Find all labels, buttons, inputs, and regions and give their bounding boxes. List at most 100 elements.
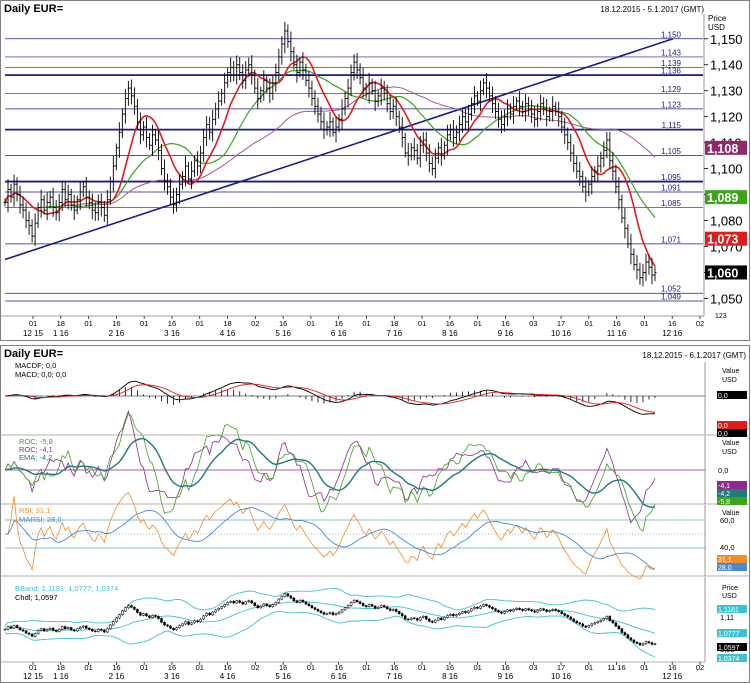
bband-candle[interactable]: [115, 616, 118, 623]
bband-candle[interactable]: [274, 601, 278, 606]
ohlc-bar[interactable]: [403, 132, 407, 158]
bband-candle[interactable]: [66, 626, 70, 630]
bband-candle[interactable]: [419, 616, 422, 622]
ohlc-bar[interactable]: [135, 98, 139, 130]
bband-candle[interactable]: [295, 599, 299, 604]
bband-candle[interactable]: [78, 626, 82, 630]
ohlc-bar[interactable]: [331, 117, 335, 137]
bband-candle[interactable]: [557, 609, 560, 613]
bband-candle[interactable]: [572, 618, 575, 623]
bband-candle[interactable]: [211, 611, 214, 616]
ohlc-bar[interactable]: [506, 99, 510, 127]
ohlc-bar[interactable]: [539, 94, 543, 121]
bband-candle[interactable]: [440, 616, 443, 621]
bband-candle[interactable]: [319, 609, 323, 614]
ohlc-bar[interactable]: [48, 191, 52, 209]
ohlc-bar[interactable]: [226, 67, 230, 88]
bband-candle[interactable]: [142, 612, 145, 617]
bband-candle[interactable]: [109, 623, 112, 630]
bband-candle[interactable]: [608, 615, 612, 622]
bband-candle[interactable]: [605, 615, 609, 620]
bband-candle[interactable]: [452, 613, 455, 617]
ohlc-bar[interactable]: [566, 127, 570, 151]
bband-candle[interactable]: [449, 613, 452, 617]
roc-subpanel[interactable]: ROC; -5,8 ROC; -4,1 EMA; -4,2 Value USD …: [0, 409, 750, 532]
ohlc-bar[interactable]: [295, 54, 299, 83]
ohlc-bar[interactable]: [153, 129, 157, 146]
bband-lower-line[interactable]: [4, 610, 656, 658]
bband-candle[interactable]: [527, 607, 530, 611]
ohlc-bar[interactable]: [238, 57, 242, 81]
ohlc-bar[interactable]: [518, 90, 522, 117]
bband-candle[interactable]: [100, 628, 103, 632]
ohlc-bar[interactable]: [262, 70, 266, 101]
bband-candle[interactable]: [467, 609, 470, 614]
bband-candle[interactable]: [244, 600, 247, 606]
bband-candle[interactable]: [518, 607, 521, 611]
ohlc-bar[interactable]: [42, 195, 46, 215]
ohlc-bar[interactable]: [376, 90, 380, 107]
bband-candle[interactable]: [629, 636, 633, 642]
ohlc-bar[interactable]: [370, 78, 374, 95]
ohlc-bar[interactable]: [337, 114, 341, 133]
bband-candle[interactable]: [611, 619, 615, 624]
ohlc-bar[interactable]: [256, 78, 260, 109]
bband-candle[interactable]: [482, 603, 485, 608]
rsi-subpanel[interactable]: RSI; 31,1 MARSI; 28,0 Value 60,0 40,0 31,1…: [0, 491, 750, 580]
bband-candle[interactable]: [434, 619, 437, 624]
ohlc-bar[interactable]: [241, 64, 245, 89]
ohlc-bar[interactable]: [442, 141, 446, 160]
ohlc-bar[interactable]: [319, 106, 323, 130]
ohlc-bar[interactable]: [385, 84, 389, 113]
bband-candle[interactable]: [458, 612, 461, 616]
bband-candle[interactable]: [130, 604, 133, 609]
roc-green-line[interactable]: [4, 412, 656, 532]
ohlc-bar[interactable]: [277, 48, 281, 81]
ohlc-bar[interactable]: [184, 155, 188, 187]
bband-candle[interactable]: [521, 608, 524, 612]
ohlc-bar[interactable]: [647, 254, 651, 275]
bband-candle[interactable]: [94, 629, 97, 633]
ohlc-bar[interactable]: [150, 124, 154, 156]
bband-candle[interactable]: [75, 627, 79, 632]
bband-candle[interactable]: [461, 610, 464, 615]
bband-candle[interactable]: [638, 642, 642, 646]
ohlc-bar[interactable]: [509, 103, 513, 120]
ohlc-bar[interactable]: [6, 179, 10, 213]
macd-subpanel[interactable]: MACDF; 0,0 MACD; 0,0; 0,0 Value USD 0,00…: [0, 361, 750, 438]
bband-candle[interactable]: [416, 617, 419, 622]
ohlc-bar[interactable]: [90, 193, 94, 220]
bband-candle[interactable]: [145, 612, 148, 617]
ohlc-bar[interactable]: [220, 88, 224, 106]
ohlc-bar[interactable]: [301, 52, 305, 80]
ohlc-bar[interactable]: [259, 86, 263, 103]
ohlc-bar[interactable]: [536, 103, 540, 128]
ohlc-bar[interactable]: [638, 262, 642, 285]
bband-candle[interactable]: [524, 607, 527, 612]
ohlc-bar[interactable]: [123, 89, 127, 124]
bband-candle[interactable]: [581, 622, 585, 628]
bband-candle[interactable]: [364, 604, 368, 608]
ohlc-bar[interactable]: [406, 142, 410, 166]
ohlc-bar[interactable]: [3, 198, 7, 207]
bband-candle[interactable]: [298, 599, 302, 604]
bband-candle[interactable]: [169, 625, 172, 630]
ohlc-bar[interactable]: [620, 194, 624, 224]
rsi-line[interactable]: [5, 491, 656, 580]
ohlc-bar[interactable]: [599, 151, 603, 173]
bband-candle[interactable]: [51, 627, 55, 632]
bband-candle[interactable]: [515, 607, 518, 611]
ohlc-bar[interactable]: [159, 143, 163, 176]
bband-candle[interactable]: [485, 603, 488, 607]
bband-candle[interactable]: [208, 612, 211, 616]
bband-candle[interactable]: [509, 608, 512, 613]
bband-candle[interactable]: [127, 604, 130, 609]
ohlc-bar[interactable]: [283, 21, 287, 54]
ohlc-bar[interactable]: [433, 148, 437, 179]
bband-candle[interactable]: [280, 595, 284, 601]
bband-candle[interactable]: [593, 621, 597, 625]
bband-candle[interactable]: [85, 625, 88, 630]
bband-candle[interactable]: [6, 625, 10, 631]
bband-candle[interactable]: [500, 611, 503, 615]
ohlc-bar[interactable]: [361, 67, 365, 98]
